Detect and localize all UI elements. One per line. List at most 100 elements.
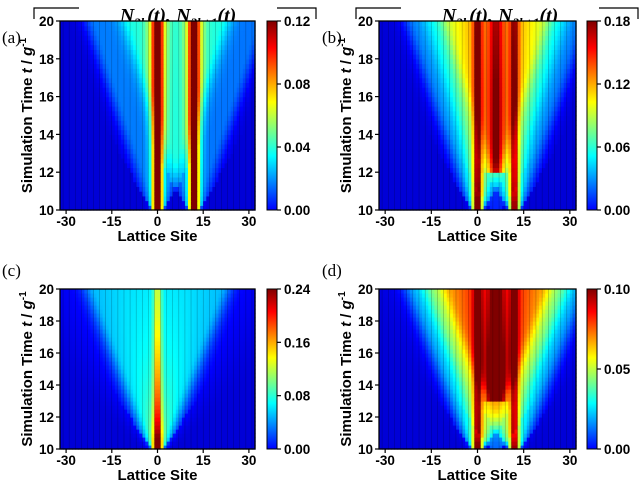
- heatmap-cell: [523, 96, 528, 102]
- heatmap-cell: [572, 39, 577, 46]
- heatmap-cell: [163, 54, 168, 60]
- heatmap-cell: [66, 124, 70, 131]
- heatmap-cell: [108, 58, 113, 65]
- heatmap-cell: [440, 129, 445, 135]
- heatmap-cell: [157, 205, 162, 211]
- heatmap-cell: [212, 91, 216, 98]
- heatmap-cell: [87, 72, 92, 79]
- heatmap-cell: [248, 153, 253, 159]
- heatmap-cell: [542, 195, 546, 202]
- heatmap-cell: [148, 176, 153, 183]
- heatmap-cell: [133, 25, 137, 32]
- heatmap-cell: [529, 129, 534, 135]
- heatmap-cell: [428, 101, 432, 107]
- heatmap-cell: [114, 172, 119, 178]
- heatmap-cell: [120, 68, 125, 74]
- heatmap-cell: [99, 124, 104, 131]
- heatmap-cell: [412, 176, 417, 183]
- heatmap-cell: [78, 54, 82, 60]
- heatmap-cell: [160, 44, 165, 50]
- heatmap-cell: [87, 68, 92, 74]
- heatmap-cell: [233, 134, 238, 140]
- heatmap-cell: [462, 39, 466, 46]
- heatmap-cell: [539, 162, 543, 169]
- heatmap-cell: [172, 96, 177, 102]
- heatmap-cell: [483, 106, 488, 112]
- heatmap-cell: [517, 167, 522, 173]
- heatmap-cell: [169, 110, 174, 117]
- heatmap-cell: [206, 162, 210, 169]
- heatmap-cell: [172, 25, 177, 32]
- heatmap-cell: [492, 115, 497, 121]
- heatmap-cell: [78, 106, 82, 112]
- heatmap-cell: [505, 148, 509, 154]
- heatmap-cell: [154, 63, 159, 69]
- heatmap-cell: [239, 87, 244, 93]
- heatmap-cell: [251, 143, 256, 150]
- heatmap-cell: [111, 77, 116, 84]
- heatmap-cell: [120, 58, 125, 65]
- heatmap-cell: [514, 63, 519, 69]
- heatmap-cell: [194, 195, 198, 202]
- heatmap-cell: [99, 167, 104, 173]
- heatmap-cell: [529, 181, 534, 187]
- heatmap-cell: [489, 176, 494, 183]
- heatmap-cell: [233, 35, 238, 41]
- heatmap-cell: [551, 58, 556, 65]
- heatmap-cell: [69, 68, 73, 74]
- heatmap-cell: [175, 87, 180, 93]
- heatmap-cell: [415, 153, 420, 159]
- heatmap-cell: [459, 134, 463, 140]
- heatmap-cell: [489, 195, 494, 202]
- heatmap-cell: [526, 110, 531, 117]
- heatmap-cell: [78, 35, 82, 41]
- heatmap-cell: [178, 101, 183, 107]
- heatmap-cell: [200, 139, 204, 145]
- heatmap-cell: [105, 162, 110, 169]
- heatmap-cell: [81, 186, 85, 192]
- heatmap-cell: [187, 68, 192, 74]
- heatmap-cell: [523, 139, 528, 145]
- heatmap-cell: [465, 162, 469, 169]
- heatmap-cell: [166, 186, 171, 192]
- heatmap-cell: [440, 162, 445, 169]
- heatmap-cell: [114, 167, 119, 173]
- heatmap-cell: [197, 129, 201, 135]
- heatmap-cell: [66, 68, 70, 74]
- heatmap-cell: [227, 176, 232, 183]
- heatmap-cell: [532, 167, 537, 173]
- heatmap-cell: [69, 44, 73, 50]
- heatmap-cell: [526, 115, 531, 121]
- heatmap-cell: [422, 191, 426, 197]
- heatmap-cell: [489, 205, 494, 211]
- heatmap-cell: [194, 58, 198, 65]
- heatmap-cell: [572, 44, 577, 50]
- heatmap-cell: [548, 153, 552, 159]
- heatmap-cell: [251, 35, 256, 41]
- heatmap-cell: [480, 58, 485, 65]
- heatmap-cell: [434, 153, 439, 159]
- heatmap-cell: [114, 68, 119, 74]
- heatmap-cell: [539, 124, 543, 131]
- heatmap-cell: [251, 172, 256, 178]
- heatmap-cell: [206, 39, 210, 46]
- heatmap-cell: [434, 96, 439, 102]
- heatmap-cell: [218, 58, 223, 65]
- heatmap-cell: [415, 115, 420, 121]
- heatmap-cell: [242, 167, 247, 173]
- heatmap-cell: [191, 139, 195, 145]
- heatmap-cell: [462, 129, 466, 135]
- heatmap-cell: [148, 44, 153, 50]
- heatmap-cell: [175, 63, 180, 69]
- heatmap-cell: [443, 195, 448, 202]
- heatmap-cell: [123, 106, 128, 112]
- heatmap-cell: [221, 39, 226, 46]
- heatmap-cell: [539, 191, 543, 197]
- heatmap-cell: [415, 139, 420, 145]
- heatmap-cell: [69, 134, 73, 140]
- heatmap-cell: [394, 87, 399, 93]
- heatmap-cell: [474, 87, 479, 93]
- heatmap-cell: [551, 167, 556, 173]
- heatmap-cell: [474, 186, 479, 192]
- heatmap-cell: [382, 134, 386, 140]
